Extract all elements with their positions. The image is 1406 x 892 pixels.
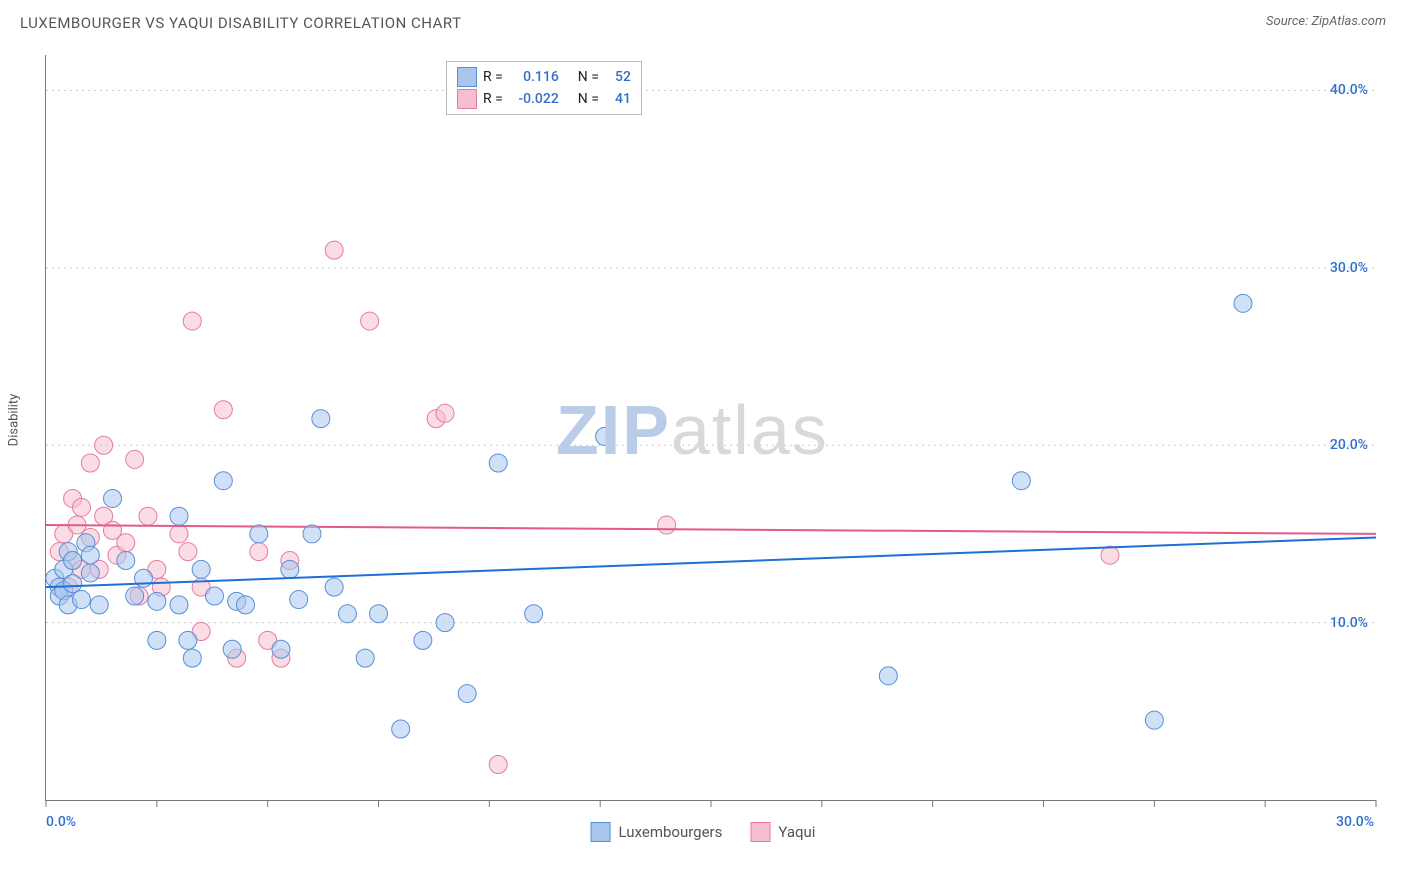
r-value-lux: 0.116 [509, 69, 559, 85]
swatch-yaqui-bottom [750, 822, 770, 842]
n-label: N = [578, 69, 599, 85]
legend-label-lux: Luxembourgers [619, 823, 723, 841]
x-tick-label: 30.0% [1336, 814, 1374, 830]
series-legend: Luxembourgers Yaqui [591, 822, 816, 842]
source-name: ZipAtlas.com [1311, 14, 1386, 29]
legend-item-yaqui: Yaqui [750, 822, 815, 842]
swatch-lux [457, 67, 477, 87]
y-tick-label: 20.0% [1330, 437, 1368, 453]
y-tick-label: 10.0% [1330, 615, 1368, 631]
legend-row-lux: R = 0.116 N = 52 [457, 66, 631, 88]
source-attribution: Source: ZipAtlas.com [1266, 14, 1386, 29]
n-label: N = [578, 91, 599, 107]
r-label: R = [483, 91, 503, 107]
chart-title: LUXEMBOURGER VS YAQUI DISABILITY CORRELA… [20, 14, 462, 32]
swatch-lux-bottom [591, 822, 611, 842]
source-prefix: Source: [1266, 14, 1311, 29]
legend-label-yaqui: Yaqui [778, 823, 815, 841]
n-value-yaqui: 41 [605, 91, 631, 107]
swatch-yaqui [457, 89, 477, 109]
n-value-lux: 52 [605, 69, 631, 85]
scatter-plot: ZIPatlas R = 0.116 N = 52 R = -0.022 N =… [45, 55, 1376, 801]
x-tick-label: 0.0% [46, 814, 76, 830]
y-tick-label: 30.0% [1330, 260, 1368, 276]
y-tick-label: 40.0% [1330, 82, 1368, 98]
plot-svg [46, 55, 1376, 810]
r-value-yaqui: -0.022 [509, 91, 559, 107]
legend-item-lux: Luxembourgers [591, 822, 723, 842]
legend-row-yaqui: R = -0.022 N = 41 [457, 88, 631, 110]
y-axis-label: Disability [7, 394, 22, 447]
r-label: R = [483, 69, 503, 85]
correlation-legend: R = 0.116 N = 52 R = -0.022 N = 41 [446, 61, 642, 115]
